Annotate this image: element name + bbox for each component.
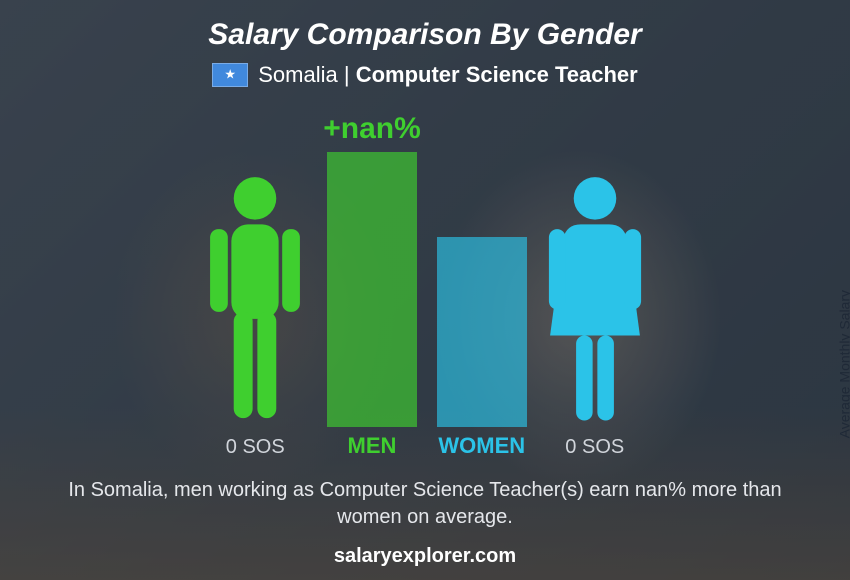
women-bar-label: WOMEN bbox=[438, 433, 525, 459]
woman-icon bbox=[535, 170, 655, 430]
y-axis-label: Average Monthly Salary bbox=[836, 290, 850, 438]
men-bar bbox=[327, 152, 417, 427]
separator: | bbox=[344, 62, 350, 87]
men-icon-wrap: 0 SOS bbox=[195, 170, 315, 459]
page-title: Salary Comparison By Gender bbox=[208, 18, 641, 52]
country-label: Somalia bbox=[258, 62, 337, 87]
subtitle-text: Somalia | Computer Science Teacher bbox=[258, 62, 637, 88]
site-label: salaryexplorer.com bbox=[334, 545, 516, 568]
men-bar-label: MEN bbox=[348, 433, 397, 459]
man-icon bbox=[195, 170, 315, 430]
delta-label: +nan% bbox=[323, 112, 421, 146]
women-value: 0 SOS bbox=[565, 436, 624, 459]
men-bar-col: +nan% MEN bbox=[323, 112, 421, 459]
men-value: 0 SOS bbox=[226, 436, 285, 459]
job-label: Computer Science Teacher bbox=[356, 62, 638, 87]
women-icon-wrap: 0 SOS bbox=[535, 170, 655, 459]
women-group: WOMEN 0 SOS bbox=[437, 170, 655, 459]
subtitle-row: Somalia | Computer Science Teacher bbox=[212, 62, 637, 88]
women-bar bbox=[437, 237, 527, 427]
men-group: 0 SOS +nan% MEN bbox=[195, 112, 421, 459]
description-text: In Somalia, men working as Computer Scie… bbox=[65, 477, 785, 531]
somalia-flag-icon bbox=[212, 63, 248, 87]
women-bar-col: WOMEN bbox=[437, 237, 527, 459]
chart-area: 0 SOS +nan% MEN WOMEN bbox=[30, 102, 820, 467]
